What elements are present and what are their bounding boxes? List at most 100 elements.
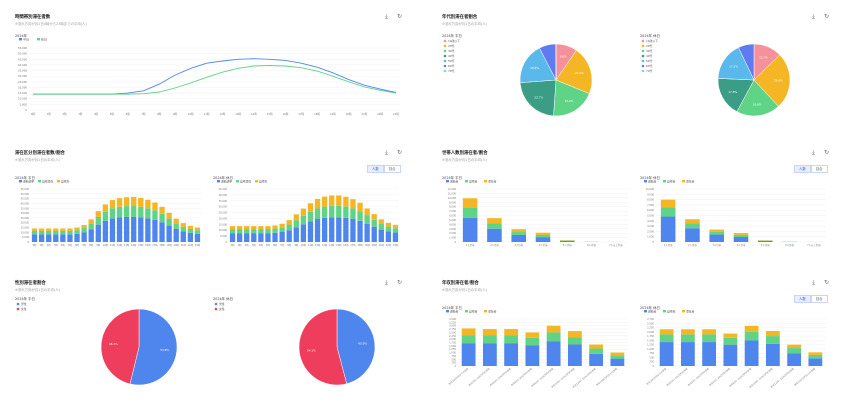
bar-segment [680, 334, 695, 343]
legend-swatch [443, 49, 447, 53]
download-icon[interactable]: ⤓ [812, 279, 815, 286]
bar-segment [462, 217, 478, 242]
bar-segment [81, 228, 87, 233]
download-icon[interactable]: ⤓ [385, 279, 388, 286]
bar-segment [343, 196, 349, 207]
bar-segment [131, 206, 137, 217]
chart-title: 2024年 平日 [15, 176, 35, 180]
y-tick-label: 750 [649, 352, 654, 355]
bar-segment [194, 227, 201, 231]
bar-segment [46, 234, 52, 242]
bar-segment [258, 233, 264, 242]
legend-swatch [57, 180, 60, 183]
refresh-icon[interactable]: ↻ [823, 149, 830, 156]
toggle-count[interactable]: 人数 [794, 295, 811, 303]
refresh-icon[interactable]: ↻ [396, 13, 403, 20]
x-tick-label: 1人世帯 [466, 243, 475, 247]
x-tick-label: 15時 [138, 243, 144, 247]
toggle-ratio[interactable]: 割合 [810, 165, 828, 173]
panel-title: 年収別滞在者/割合 [442, 281, 479, 286]
refresh-icon[interactable]: ↻ [823, 13, 830, 20]
bar-segment [511, 232, 526, 235]
bar-segment [31, 230, 38, 235]
bar-segment [67, 228, 73, 231]
x-tick-label: 11時 [110, 243, 116, 247]
bar-chart-holiday: 通勤通学 自宅滞在 自宅外 45,000 40,000 35,000 30,000 25,00… [217, 179, 399, 247]
panel-gender-ratio: 性別滞在者割合 ※流れ方向が月1日の平均(人) ⤓ ↻ 2024年 平日 202… [15, 279, 405, 390]
y-tick-label: 10,000 [219, 229, 228, 232]
x-tick-label: 9時 [96, 243, 101, 247]
legend-swatch [16, 302, 20, 306]
y-tick-label: 0 [27, 241, 29, 244]
bar-segment [187, 225, 194, 229]
bar-segment [102, 211, 109, 221]
bar-segment [251, 226, 257, 230]
bar-segment [159, 222, 165, 242]
download-icon[interactable]: ⤓ [812, 149, 815, 156]
bar-segment [81, 224, 87, 229]
refresh-icon[interactable]: ↻ [823, 279, 830, 286]
legend-label: 自宅者 [469, 309, 478, 313]
download-icon[interactable]: ⤓ [385, 13, 388, 20]
bar-segment [371, 219, 377, 227]
panel-subtitle: ※流れ方向が月1日の平均(人) [15, 158, 60, 162]
panel-subtitle: ※流れ方向が月1日の平均(人) [442, 22, 487, 26]
chart-title: 2024年 休日 [640, 306, 660, 310]
legend-label: 男性 [21, 302, 27, 306]
legend-swatch [16, 307, 20, 311]
y-tick-label: 1,000 [647, 236, 654, 239]
bar-segment [546, 325, 561, 333]
bar-segment [567, 331, 582, 338]
y-tick-label: 5,000 [647, 215, 654, 218]
x-tick-label: 1時 [40, 243, 45, 247]
legend-swatch [644, 180, 647, 183]
bar-segment [709, 229, 724, 232]
legend-label: 自宅滞在 [42, 179, 53, 183]
bar-segment [610, 352, 625, 356]
legend-label: 通勤者 [648, 309, 657, 313]
bar-segment [336, 205, 342, 218]
bar-segment [173, 228, 179, 242]
bar-segment [462, 198, 478, 208]
legend-swatch [641, 54, 645, 58]
toggle-ratio[interactable]: 割合 [810, 295, 828, 303]
bar-segment [145, 208, 151, 219]
y-tick-label: 8,000 [647, 199, 654, 202]
refresh-icon[interactable]: ↻ [396, 149, 403, 156]
y-tick-label: 25,000 [21, 217, 30, 220]
y-tick-label: 1,000 [449, 237, 456, 240]
bar-segment [364, 208, 370, 216]
bar-segment [589, 348, 604, 354]
bar-segment [116, 206, 123, 218]
panel-tools: ⤓ ↻ [383, 149, 403, 156]
bar-segment [293, 214, 299, 221]
bar-segment [258, 229, 264, 234]
bar-segment [535, 237, 551, 242]
legend-swatch [443, 64, 447, 68]
x-tick-label: 年収200万円以下の世帯 [645, 366, 667, 386]
bar-segment [504, 335, 519, 344]
toggle-ratio[interactable]: 割合 [383, 165, 401, 173]
y-tick-label: 3,500 [449, 318, 456, 321]
legend-swatch [641, 44, 645, 48]
toggle-count[interactable]: 人数 [367, 165, 384, 173]
slice-label: 17.2% [729, 64, 738, 68]
x-tick-label: 5時 [68, 243, 73, 247]
bar-segment [385, 231, 392, 242]
download-icon[interactable]: ⤓ [385, 149, 388, 156]
bar-segment [385, 222, 392, 227]
x-tick-label: 22時 [377, 112, 383, 116]
bar-segment [152, 219, 158, 242]
bar-segment [487, 218, 502, 224]
bar-segment [166, 212, 172, 219]
toggle-count[interactable]: 人数 [794, 165, 811, 173]
y-tick-label: 10,000 [448, 197, 457, 200]
refresh-icon[interactable]: ↻ [396, 279, 403, 286]
bar-segment [546, 332, 561, 342]
download-icon[interactable]: ⤓ [812, 13, 815, 20]
chart-title: 2024年 休日 [640, 34, 660, 38]
bar-segment [145, 199, 151, 209]
chart-title: 2024年 平日 [442, 34, 462, 38]
bar-segment [123, 197, 130, 207]
